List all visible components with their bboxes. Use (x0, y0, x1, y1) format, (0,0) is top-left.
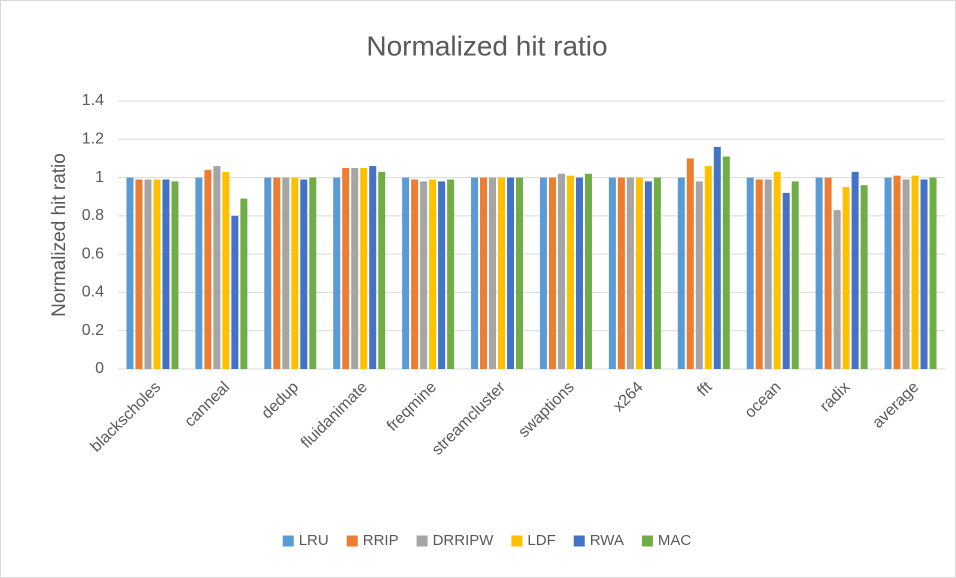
y-tick-label: 1.2 (82, 131, 104, 148)
legend-swatch (573, 535, 585, 547)
bar (360, 168, 368, 369)
bar (126, 177, 134, 369)
bar (626, 177, 634, 369)
legend-label: RRIP (363, 532, 399, 549)
bar (144, 179, 152, 369)
legend-swatch (416, 535, 428, 547)
bar (755, 179, 763, 369)
bar (204, 169, 212, 369)
bar (309, 177, 317, 369)
bar (842, 187, 850, 369)
legend-swatch (346, 535, 358, 547)
bar (815, 177, 823, 369)
legend-swatch (282, 535, 294, 547)
bar (516, 177, 524, 369)
bar (447, 179, 455, 369)
bar (833, 210, 841, 369)
y-tick-label: 0.6 (82, 245, 104, 262)
bar (860, 185, 868, 369)
y-tick-label: 1 (95, 169, 104, 186)
bar (539, 177, 547, 369)
bar (222, 171, 230, 369)
legend-label: LDF (527, 532, 555, 549)
bar (489, 177, 497, 369)
bar (471, 177, 479, 369)
y-tick-label: 0.2 (82, 322, 104, 339)
bar (584, 173, 592, 369)
bar (557, 173, 565, 369)
bar (764, 179, 772, 369)
bar (291, 177, 299, 369)
bar (171, 181, 179, 369)
chart-title: Normalized hit ratio (366, 30, 607, 61)
bar (411, 179, 419, 369)
legend-label: MAC (658, 532, 692, 549)
bar (231, 215, 239, 369)
bar (264, 177, 272, 369)
bar (213, 166, 221, 369)
bar (575, 177, 583, 369)
bar (420, 181, 428, 369)
bar (300, 179, 308, 369)
bar (162, 179, 170, 369)
bar (635, 177, 643, 369)
bar (713, 146, 721, 369)
bar (704, 166, 712, 369)
bar (566, 175, 574, 369)
bar (369, 166, 377, 369)
y-tick-label: 0 (95, 360, 104, 377)
bar (438, 181, 446, 369)
bar (746, 177, 754, 369)
legend-swatch (641, 535, 653, 547)
bar (644, 181, 652, 369)
bar (429, 179, 437, 369)
bar (722, 156, 730, 369)
bar (342, 168, 350, 369)
bar (378, 171, 386, 369)
bar (929, 177, 937, 369)
y-tick-label: 1.4 (82, 92, 104, 109)
bar (782, 192, 790, 369)
legend-swatch (511, 535, 523, 547)
bar (884, 177, 892, 369)
bar (893, 175, 901, 369)
bar (617, 177, 625, 369)
y-axis-label: Normalized hit ratio (49, 153, 70, 317)
bar (195, 177, 203, 369)
bar (686, 158, 694, 369)
legend-label: DRRIPW (433, 532, 495, 549)
bar (402, 177, 410, 369)
y-tick-label: 0.8 (82, 207, 104, 224)
bar (773, 171, 781, 369)
bar (507, 177, 515, 369)
bar (695, 181, 703, 369)
bar (333, 177, 341, 369)
legend-label: LRU (299, 532, 329, 549)
bar (548, 177, 556, 369)
bar (498, 177, 506, 369)
bar (351, 168, 359, 369)
bar (153, 179, 161, 369)
bar (677, 177, 685, 369)
bar (608, 177, 616, 369)
bar (902, 179, 910, 369)
bar (911, 175, 919, 369)
bar (282, 177, 290, 369)
bar (135, 179, 143, 369)
y-tick-label: 0.4 (82, 284, 104, 301)
bar (240, 198, 248, 369)
bar (920, 179, 928, 369)
bar (653, 177, 661, 369)
bar (824, 177, 832, 369)
legend-label: RWA (590, 532, 624, 549)
bar (480, 177, 488, 369)
bar (791, 181, 799, 369)
bar (273, 177, 281, 369)
bar (851, 171, 859, 369)
